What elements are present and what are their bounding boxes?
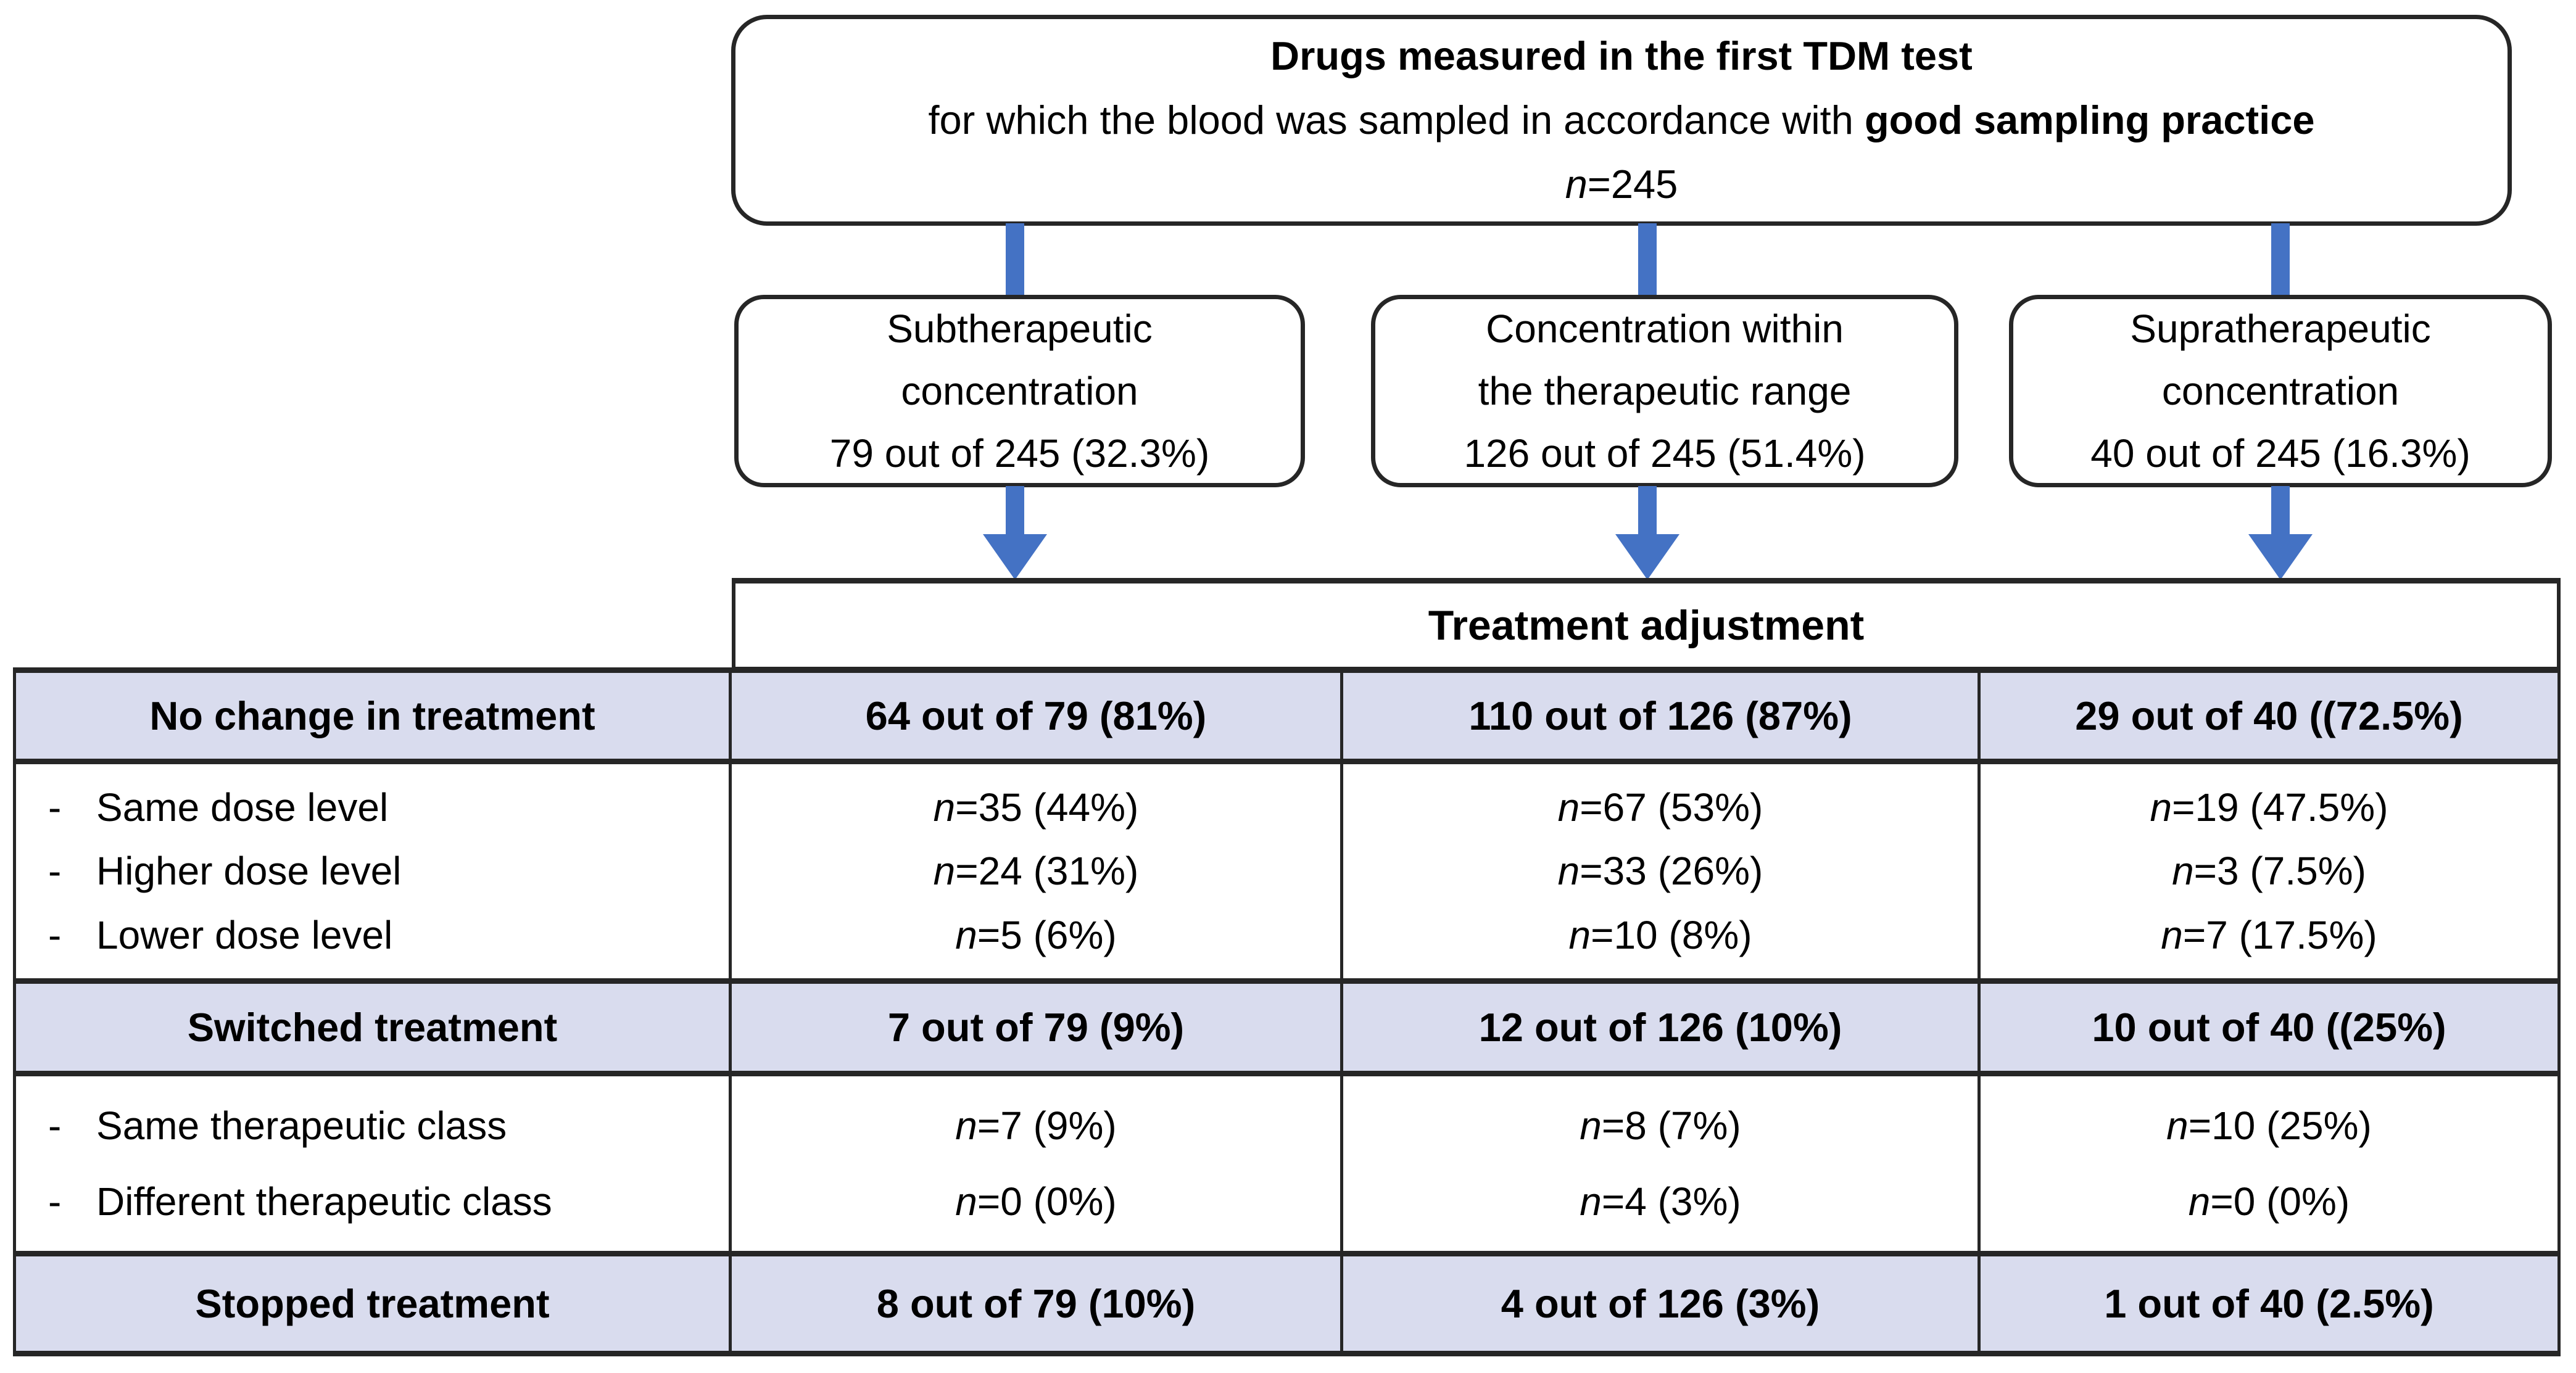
- table-row-switched: Switched treatment 7 out of 79 (9%) 12 o…: [16, 984, 2557, 1076]
- row-label: Switched treatment: [16, 984, 732, 1071]
- arrow-down-icon-middle: [1615, 534, 1679, 580]
- column-values: n=7 (9%) n=0 (0%): [732, 1076, 1343, 1251]
- row-label: Stopped treatment: [16, 1256, 732, 1351]
- branch-count: 79 out of 245 (32.3%): [829, 431, 1210, 476]
- cell-value: n=10 (8%): [1568, 913, 1752, 958]
- list-item: - Higher dose level: [16, 840, 729, 902]
- treatment-table: No change in treatment 64 out of 79 (81%…: [13, 667, 2561, 1356]
- cell-value: 1 out of 40 (2.5%): [2104, 1281, 2434, 1326]
- root-node: Drugs measured in the first TDM test for…: [731, 15, 2512, 226]
- root-subtitle-prefix: for which the blood was sampled in accor…: [928, 97, 1865, 142]
- branch-node-supratherapeutic: Supratherapeutic concentration 40 out of…: [2009, 295, 2552, 487]
- column-values: n=10 (25%) n=0 (0%): [1981, 1076, 2557, 1251]
- sub-label: Same dose level: [96, 785, 389, 830]
- table-row-therapeutic-class: - Same therapeutic class - Different the…: [16, 1076, 2557, 1256]
- cell-value: 7 out of 79 (9%): [732, 984, 1343, 1071]
- column-values: n=19 (47.5%) n=3 (7.5%) n=7 (17.5%): [1981, 764, 2557, 978]
- root-subtitle-bold: good sampling practice: [1864, 97, 2315, 142]
- dash-bullet: -: [48, 1179, 62, 1224]
- branch-count: 126 out of 245 (51.4%): [1464, 431, 1866, 476]
- dash-bullet: -: [48, 785, 62, 830]
- list-item: - Same dose level: [16, 777, 729, 838]
- table-row-no-change: No change in treatment 64 out of 79 (81%…: [16, 673, 2557, 764]
- sub-label: Lower dose level: [96, 913, 393, 958]
- table-header-treatment-adjustment: Treatment adjustment: [732, 578, 2561, 672]
- branch-line: Concentration within: [1486, 306, 1844, 351]
- cell-value: n=24 (31%): [933, 849, 1139, 894]
- sub-label: Different therapeutic class: [96, 1179, 552, 1224]
- cell-value: n=35 (44%): [933, 785, 1139, 830]
- branch-node-subtherapeutic: Subtherapeutic concentration 79 out of 2…: [734, 295, 1305, 487]
- branch-line: concentration: [901, 368, 1138, 413]
- column-values: n=35 (44%) n=24 (31%) n=5 (6%): [732, 764, 1343, 978]
- branch-line: Subtherapeutic: [887, 306, 1153, 351]
- arrow-down-shaft-middle: [1638, 486, 1657, 542]
- root-subtitle: for which the blood was sampled in accor…: [928, 88, 2314, 152]
- branch-line: Supratherapeutic: [2130, 306, 2431, 351]
- cell-value: n=7 (9%): [955, 1103, 1117, 1148]
- cell-value: n=5 (6%): [955, 913, 1117, 958]
- branch-node-within-range: Concentration within the therapeutic ran…: [1371, 295, 1958, 487]
- cell-value: 29 out of 40 ((72.5%): [2075, 693, 2463, 738]
- arrow-down-shaft-left: [1006, 486, 1024, 542]
- cell-value: 110 out of 126 (87%): [1343, 673, 1981, 759]
- row-label: No change in treatment: [16, 673, 732, 759]
- branch-line: concentration: [2161, 368, 2400, 413]
- dash-bullet: -: [48, 913, 62, 958]
- connector-line-left: [1006, 223, 1024, 299]
- cell-value: n=8 (7%): [1580, 1103, 1741, 1148]
- branch-line: the therapeutic range: [1478, 368, 1852, 413]
- list-item: - Same therapeutic class: [16, 1095, 729, 1157]
- connector-line-middle: [1638, 223, 1657, 299]
- cell-value: n=7 (17.5%): [2161, 913, 2377, 958]
- cell-value: 8 out of 79 (10%): [732, 1256, 1343, 1351]
- cell-value: 4 out of 126 (3%): [1343, 1256, 1981, 1351]
- branch-count: 40 out of 245 (16.3%): [2090, 431, 2470, 476]
- connector-line-right: [2271, 223, 2290, 299]
- cell-value: n=3 (7.5%): [2172, 849, 2366, 894]
- column-values: n=67 (53%) n=33 (26%) n=10 (8%): [1343, 764, 1981, 978]
- list-item: - Different therapeutic class: [16, 1171, 729, 1232]
- table-row-stopped: Stopped treatment 8 out of 79 (10%) 4 ou…: [16, 1256, 2557, 1356]
- root-n-count: n=245: [1565, 162, 1678, 207]
- cell-value: 10 out of 40 ((25%): [2092, 1005, 2446, 1050]
- arrow-down-icon-right: [2248, 534, 2313, 580]
- sub-label: Higher dose level: [96, 849, 402, 894]
- cell-value: n=33 (26%): [1557, 849, 1763, 894]
- dash-bullet: -: [48, 849, 62, 894]
- cell-value: 12 out of 126 (10%): [1343, 984, 1981, 1071]
- row-labels: - Same therapeutic class - Different the…: [16, 1076, 732, 1251]
- cell-value: n=0 (0%): [2188, 1179, 2350, 1224]
- arrow-down-icon-left: [983, 534, 1047, 580]
- row-labels: - Same dose level - Higher dose level - …: [16, 764, 732, 978]
- dash-bullet: -: [48, 1103, 62, 1148]
- cell-value: n=19 (47.5%): [2150, 785, 2388, 830]
- column-values: n=8 (7%) n=4 (3%): [1343, 1076, 1981, 1251]
- cell-value: n=67 (53%): [1557, 785, 1763, 830]
- table-row-dose-levels: - Same dose level - Higher dose level - …: [16, 764, 2557, 984]
- cell-value: 64 out of 79 (81%): [732, 673, 1343, 759]
- cell-value: n=4 (3%): [1580, 1179, 1741, 1224]
- cell-value: n=10 (25%): [2166, 1103, 2372, 1148]
- arrow-down-shaft-right: [2271, 486, 2290, 542]
- cell-value: n=0 (0%): [955, 1179, 1117, 1224]
- list-item: - Lower dose level: [16, 904, 729, 966]
- root-title: Drugs measured in the first TDM test: [1270, 33, 1973, 78]
- sub-label: Same therapeutic class: [96, 1103, 507, 1148]
